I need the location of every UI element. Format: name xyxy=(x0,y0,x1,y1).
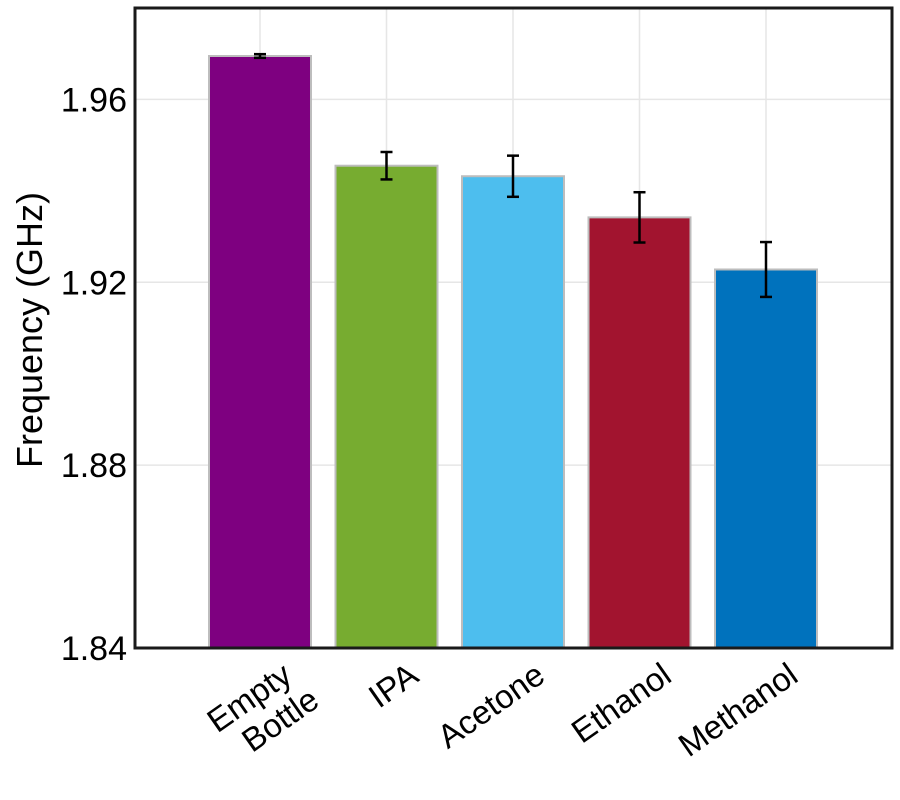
x-tick-label: EmptyBottle xyxy=(200,651,325,769)
x-tick-label: Acetone xyxy=(431,655,551,755)
bars xyxy=(208,55,818,649)
y-tick-label: 1.92 xyxy=(61,264,127,302)
bar xyxy=(587,216,692,649)
y-tick-label: 1.84 xyxy=(61,630,127,668)
y-tick-label: 1.96 xyxy=(61,81,127,119)
x-tick-label: IPA xyxy=(362,655,425,714)
y-axis-title: Frequency (GHz) xyxy=(9,192,50,468)
x-tick-label: Methanol xyxy=(672,655,804,763)
bar xyxy=(334,164,439,649)
x-tick-label-line: Ethanol xyxy=(565,655,678,750)
plot-frame xyxy=(133,6,894,650)
x-tick-label-line: Acetone xyxy=(431,655,551,755)
bar xyxy=(714,268,818,649)
bar xyxy=(461,175,565,649)
x-tick-label: Ethanol xyxy=(565,655,678,750)
error-bars xyxy=(254,52,772,299)
x-tick-label-line: Methanol xyxy=(672,655,804,763)
y-tick-label: 1.88 xyxy=(61,447,127,485)
y-tick-labels: 1.84 1.88 1.92 1.96 xyxy=(61,81,127,668)
error-bar xyxy=(254,52,266,60)
error-bar xyxy=(760,240,772,299)
bar xyxy=(208,55,312,649)
error-bar xyxy=(380,150,393,181)
x-tick-label-line: IPA xyxy=(362,655,425,714)
error-bar xyxy=(507,154,519,199)
error-bar xyxy=(633,190,646,244)
